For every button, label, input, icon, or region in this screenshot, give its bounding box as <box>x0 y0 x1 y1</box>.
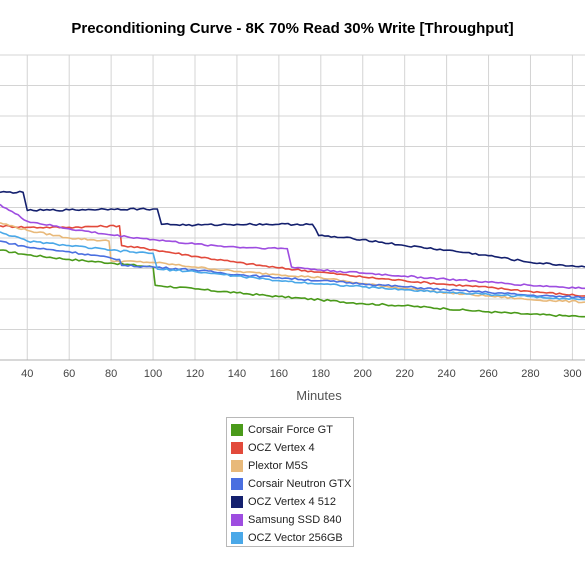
x-tick-label: 120 <box>186 368 204 380</box>
legend-item: Corsair Force GT <box>231 421 353 439</box>
series-line-1 <box>0 224 585 297</box>
series-line-3 <box>0 240 585 299</box>
legend-item: OCZ Vertex 4 <box>231 439 353 457</box>
legend-item: Corsair Neutron GTX <box>231 475 353 493</box>
axis-layer: 40 60 80 100 120 140 160 180 200 220 240 260 280 300 <box>0 359 585 380</box>
legend: Corsair Force GT OCZ Vertex 4 Plextor M5S C… <box>226 417 354 547</box>
x-tick-label: 100 <box>144 368 162 380</box>
legend-label: OCZ Vector 256GB <box>248 532 343 544</box>
x-tick-label: 280 <box>521 368 539 380</box>
x-tick-label: 240 <box>437 368 455 380</box>
legend-label: Plextor M5S <box>248 460 308 472</box>
legend-swatch <box>231 478 243 490</box>
legend-swatch <box>231 460 243 472</box>
legend-label: Corsair Neutron GTX <box>248 478 352 490</box>
legend-item: OCZ Vector 256GB <box>231 529 353 547</box>
legend-label: Corsair Force GT <box>248 424 333 436</box>
series-layer <box>0 190 585 318</box>
series-line-2 <box>0 222 585 304</box>
chart-title: Preconditioning Curve - 8K 70% Read 30% … <box>71 20 514 37</box>
legend-label: OCZ Vertex 4 512 <box>248 496 337 508</box>
x-tick-label: 260 <box>479 368 497 380</box>
x-tick-label: 180 <box>312 368 330 380</box>
series-line-0 <box>0 249 585 318</box>
legend-swatch <box>231 442 243 454</box>
x-tick-label: 40 <box>21 368 33 380</box>
legend-swatch <box>231 424 243 436</box>
legend-item: Samsung SSD 840 <box>231 511 353 529</box>
legend-swatch <box>231 496 243 508</box>
legend-label: OCZ Vertex 4 <box>248 442 315 454</box>
legend-swatch <box>231 514 243 526</box>
x-tick-label: 300 <box>563 368 581 380</box>
legend-swatch <box>231 532 243 544</box>
x-tick-label: 220 <box>395 368 413 380</box>
x-tick-label: 140 <box>228 368 246 380</box>
series-line-5 <box>0 203 585 290</box>
x-tick-label: 200 <box>354 368 372 380</box>
legend-label: Samsung SSD 840 <box>248 514 342 526</box>
series-line-4 <box>0 190 585 268</box>
legend-item: OCZ Vertex 4 512 <box>231 493 353 511</box>
x-tick-label: 160 <box>270 368 288 380</box>
x-axis-label: Minutes <box>296 388 342 403</box>
series-line-6 <box>0 231 585 301</box>
legend-item: Plextor M5S <box>231 457 353 475</box>
grid-layer <box>0 54 585 360</box>
x-tick-label: 80 <box>105 368 117 380</box>
x-tick-label: 60 <box>63 368 75 380</box>
